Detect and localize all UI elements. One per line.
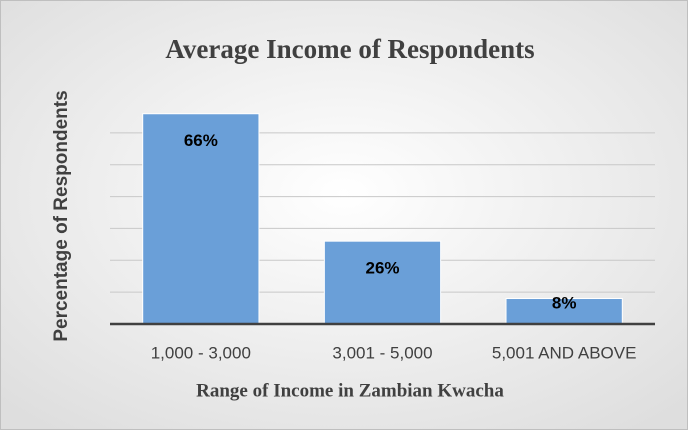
x-tick-label: 1,000 - 3,000 [151, 343, 251, 362]
bar [505, 298, 623, 325]
x-axis-label: Range of Income in Zambian Kwacha [196, 380, 504, 401]
bar [323, 240, 442, 325]
data-label: 66% [184, 131, 218, 150]
y-axis-label: Percentage of Respondents [51, 90, 72, 341]
x-tick-label: 5,001 AND ABOVE [492, 343, 637, 362]
data-label: 26% [365, 259, 399, 278]
chart-title: Average Income of Respondents [165, 34, 534, 64]
data-label: 8% [552, 293, 577, 312]
x-tick-label: 3,001 - 5,000 [332, 343, 432, 362]
